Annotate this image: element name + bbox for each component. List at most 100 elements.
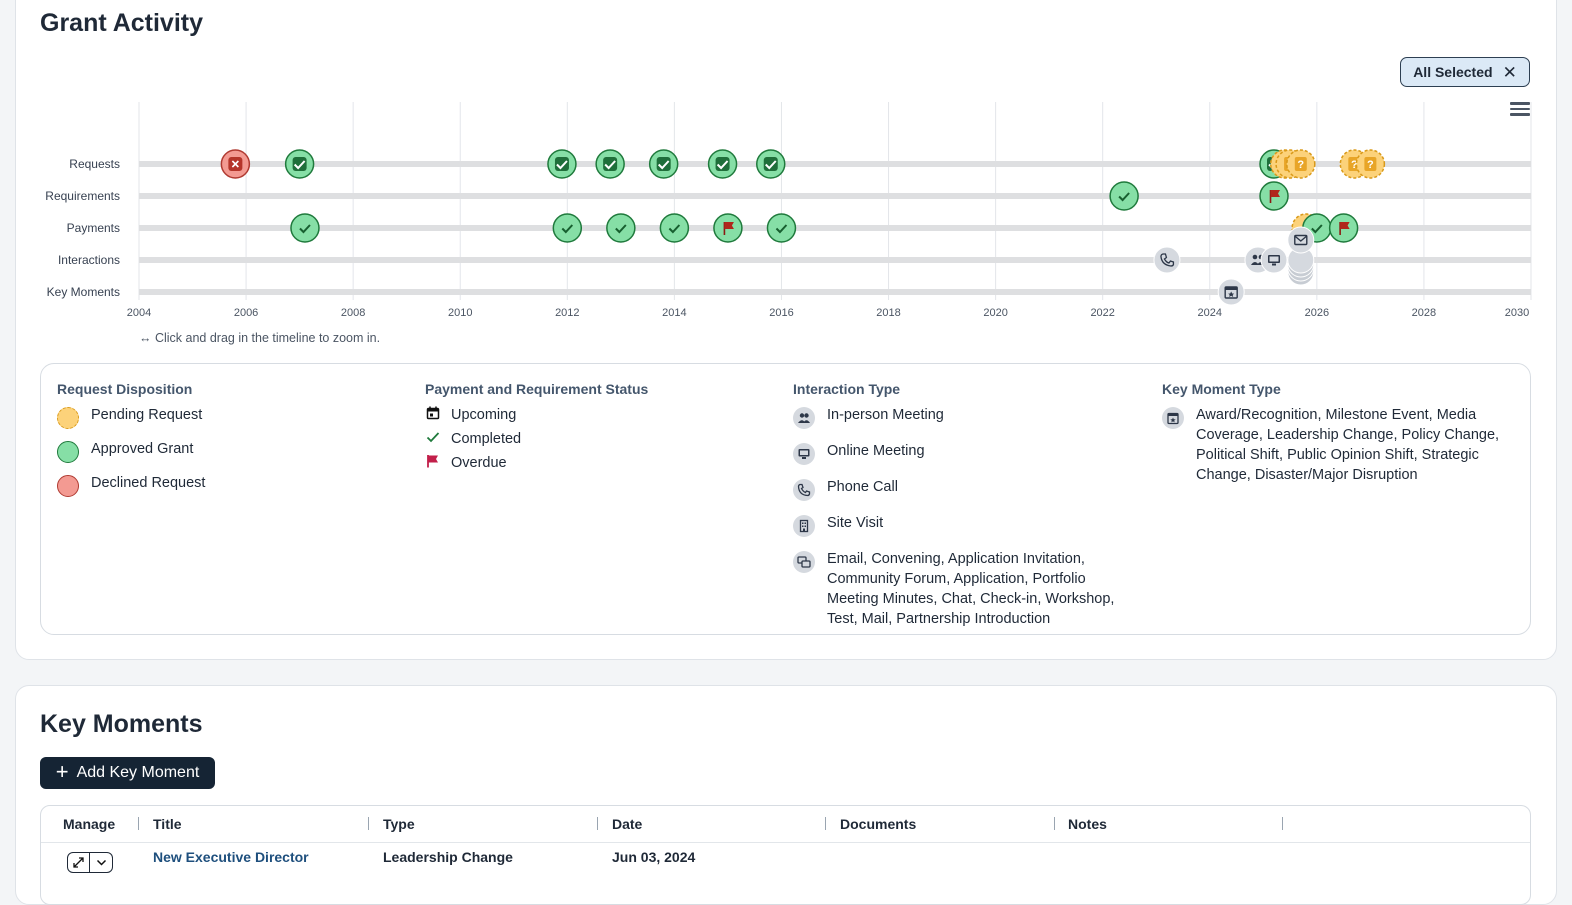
legend-item-online: Online Meeting [793,441,1138,465]
row-label: Payments [67,221,120,235]
timeline-point-overdue[interactable] [713,213,743,243]
x-tick-label: 2006 [234,307,258,319]
timeline-point-approved[interactable] [284,149,315,179]
x-tick-label: 2004 [127,307,151,319]
add-key-moment-button[interactable]: + Add Key Moment [40,757,215,789]
people-icon [793,407,815,429]
x-tick-label: 2022 [1090,307,1114,319]
x-tick-label: 2024 [1198,307,1222,319]
x-tick-label: 2008 [341,307,365,319]
x-tick-label: 2012 [555,307,579,319]
timeline-point-completed[interactable] [290,213,320,243]
x-tick-label: 2030 [1505,307,1529,319]
timeline-point-approved[interactable] [756,149,786,179]
building-icon [793,515,815,537]
expand-button[interactable] [67,852,90,873]
timeline-point-approved[interactable] [547,149,577,179]
col-notes[interactable]: Notes [1068,816,1107,832]
svg-text:?: ? [1367,159,1374,171]
legend-item-key-moments: Award/Recognition, Milestone Event, Medi… [1162,405,1517,485]
legend-heading: Key Moment Type [1162,381,1281,397]
legend-key-moment-type: Key Moment Type Award/Recognition, Miles… [1162,381,1517,493]
timeline-point-pending[interactable]: ? [1355,149,1386,179]
timeline-point-online[interactable] [1260,246,1288,274]
table-header: Manage Title Type Date Documents Notes [41,806,1530,843]
calendar-star-icon [1162,407,1184,429]
timeline-point-completed[interactable] [659,213,690,243]
timeline-point-overdue[interactable] [1328,213,1359,243]
row-label: Requests [69,157,120,171]
phone-icon [793,479,815,501]
chart-menu-icon[interactable] [1510,102,1530,116]
pending-circle-icon [57,407,79,429]
legend-interaction-type: Interaction Type In-person Meeting Onlin… [793,381,1138,637]
legend-item-pending: Pending Request [57,405,397,429]
x-tick-label: 2018 [876,307,900,319]
col-date[interactable]: Date [612,816,643,832]
close-icon[interactable]: ✕ [1502,62,1517,82]
timeline-point-completed[interactable] [1109,181,1139,211]
row-label: Interactions [58,253,120,267]
timeline-point-approved[interactable] [648,149,679,179]
legend-request-disposition: Request Disposition Pending Request Appr… [57,381,397,505]
expand-icon [73,857,84,868]
legend-heading: Request Disposition [57,381,193,397]
legend-item-other-interactions: Email, Convening, Application Invitation… [793,549,1138,629]
legend-item-approved: Approved Grant [57,439,397,463]
col-type[interactable]: Type [383,816,415,832]
legend-item-upcoming: Upcoming [425,405,765,425]
col-manage[interactable]: Manage [63,816,116,832]
timeline-point-approved[interactable] [707,149,738,179]
check-icon [425,429,441,445]
monitor-icon [793,443,815,465]
filter-label: All Selected [1413,64,1493,80]
timeline-point-phone[interactable] [1153,246,1181,274]
chevron-down-icon [96,859,106,866]
col-title[interactable]: Title [153,816,182,832]
timeline-point-approved[interactable] [595,149,625,179]
legend-panel: Request Disposition Pending Request Appr… [40,363,1531,635]
timeline-point-key-moment[interactable] [1217,278,1245,306]
legend-item-phone: Phone Call [793,477,1138,501]
timeline-point-other[interactable] [1287,246,1315,286]
legend-item-declined: Declined Request [57,473,397,497]
timeline-point-overdue[interactable] [1259,181,1289,211]
add-key-moment-label: Add Key Moment [76,764,200,781]
legend-item-in-person: In-person Meeting [793,405,1138,429]
svg-text:?: ? [1351,159,1358,171]
x-tick-label: 2014 [662,307,686,319]
chat-bubbles-icon [793,551,815,573]
row-title-link[interactable]: New Executive Director [153,849,309,865]
timeline-point-completed[interactable] [766,213,797,243]
grant-activity-title: Grant Activity [40,9,204,37]
timeline-point-completed[interactable] [606,213,636,243]
timeline-point-completed[interactable] [552,213,583,243]
timeline-chart[interactable]: Requests Requirements Payments Interactions… [0,95,1572,325]
key-moments-title: Key Moments [40,710,203,738]
legend-item-site-visit: Site Visit [793,513,1138,537]
flag-icon [425,453,441,469]
row-date: Jun 03, 2024 [612,849,696,865]
calendar-icon [425,405,441,421]
legend-payment-status: Payment and Requirement Status Upcoming … [425,381,765,481]
legend-item-completed: Completed [425,429,765,449]
filter-all-selected-button[interactable]: All Selected ✕ [1400,57,1530,87]
col-documents[interactable]: Documents [840,816,917,832]
plus-icon: + [55,759,69,784]
x-tick-label: 2028 [1412,307,1436,319]
approved-circle-icon [57,441,79,463]
declined-circle-icon [57,475,79,497]
timeline-point-email[interactable] [1287,226,1315,254]
x-tick-label: 2026 [1305,307,1329,319]
manage-buttons [67,852,113,873]
x-tick-label: 2020 [983,307,1007,319]
row-menu-button[interactable] [90,852,113,873]
timeline-point-pending[interactable]: ? [1286,149,1316,179]
legend-heading: Payment and Requirement Status [425,381,649,397]
row-type: Leadership Change [383,849,513,865]
row-label: Requirements [45,189,120,203]
timeline-point-declined[interactable] [220,149,251,179]
zoom-hint: ↔ Click and drag in the timeline to zoom… [139,331,381,345]
x-tick-label: 2016 [769,307,793,319]
x-tick-label: 2010 [448,307,472,319]
